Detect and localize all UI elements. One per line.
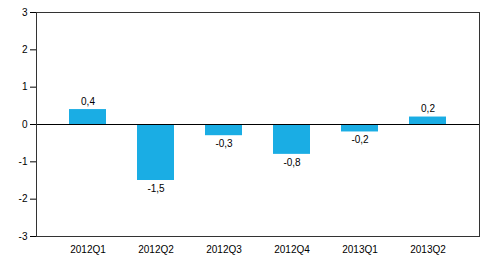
svg-text:2013Q1: 2013Q1 xyxy=(342,244,378,255)
svg-text:-0,8: -0,8 xyxy=(283,157,301,168)
svg-text:-2: -2 xyxy=(19,193,28,204)
svg-text:-0,3: -0,3 xyxy=(215,138,233,149)
svg-text:0: 0 xyxy=(22,119,28,130)
svg-text:2013Q2: 2013Q2 xyxy=(410,244,446,255)
svg-text:-1: -1 xyxy=(19,156,28,167)
svg-text:-3: -3 xyxy=(19,231,28,242)
svg-text:2012Q3: 2012Q3 xyxy=(206,244,242,255)
svg-text:2012Q2: 2012Q2 xyxy=(138,244,174,255)
svg-text:2012Q1: 2012Q1 xyxy=(70,244,106,255)
svg-text:1: 1 xyxy=(22,81,28,92)
svg-text:0,2: 0,2 xyxy=(421,103,435,114)
svg-text:-0,2: -0,2 xyxy=(351,134,369,145)
svg-text:-1,5: -1,5 xyxy=(147,183,165,194)
svg-text:0,4: 0,4 xyxy=(81,96,95,107)
svg-text:2: 2 xyxy=(22,44,28,55)
svg-text:3: 3 xyxy=(22,7,28,18)
svg-text:2012Q4: 2012Q4 xyxy=(274,244,310,255)
